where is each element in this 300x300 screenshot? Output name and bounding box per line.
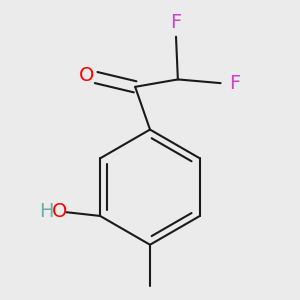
Text: H: H (39, 202, 53, 221)
Text: F: F (170, 13, 182, 32)
Text: O: O (52, 202, 68, 221)
Text: O: O (79, 66, 94, 85)
Text: F: F (229, 74, 240, 93)
